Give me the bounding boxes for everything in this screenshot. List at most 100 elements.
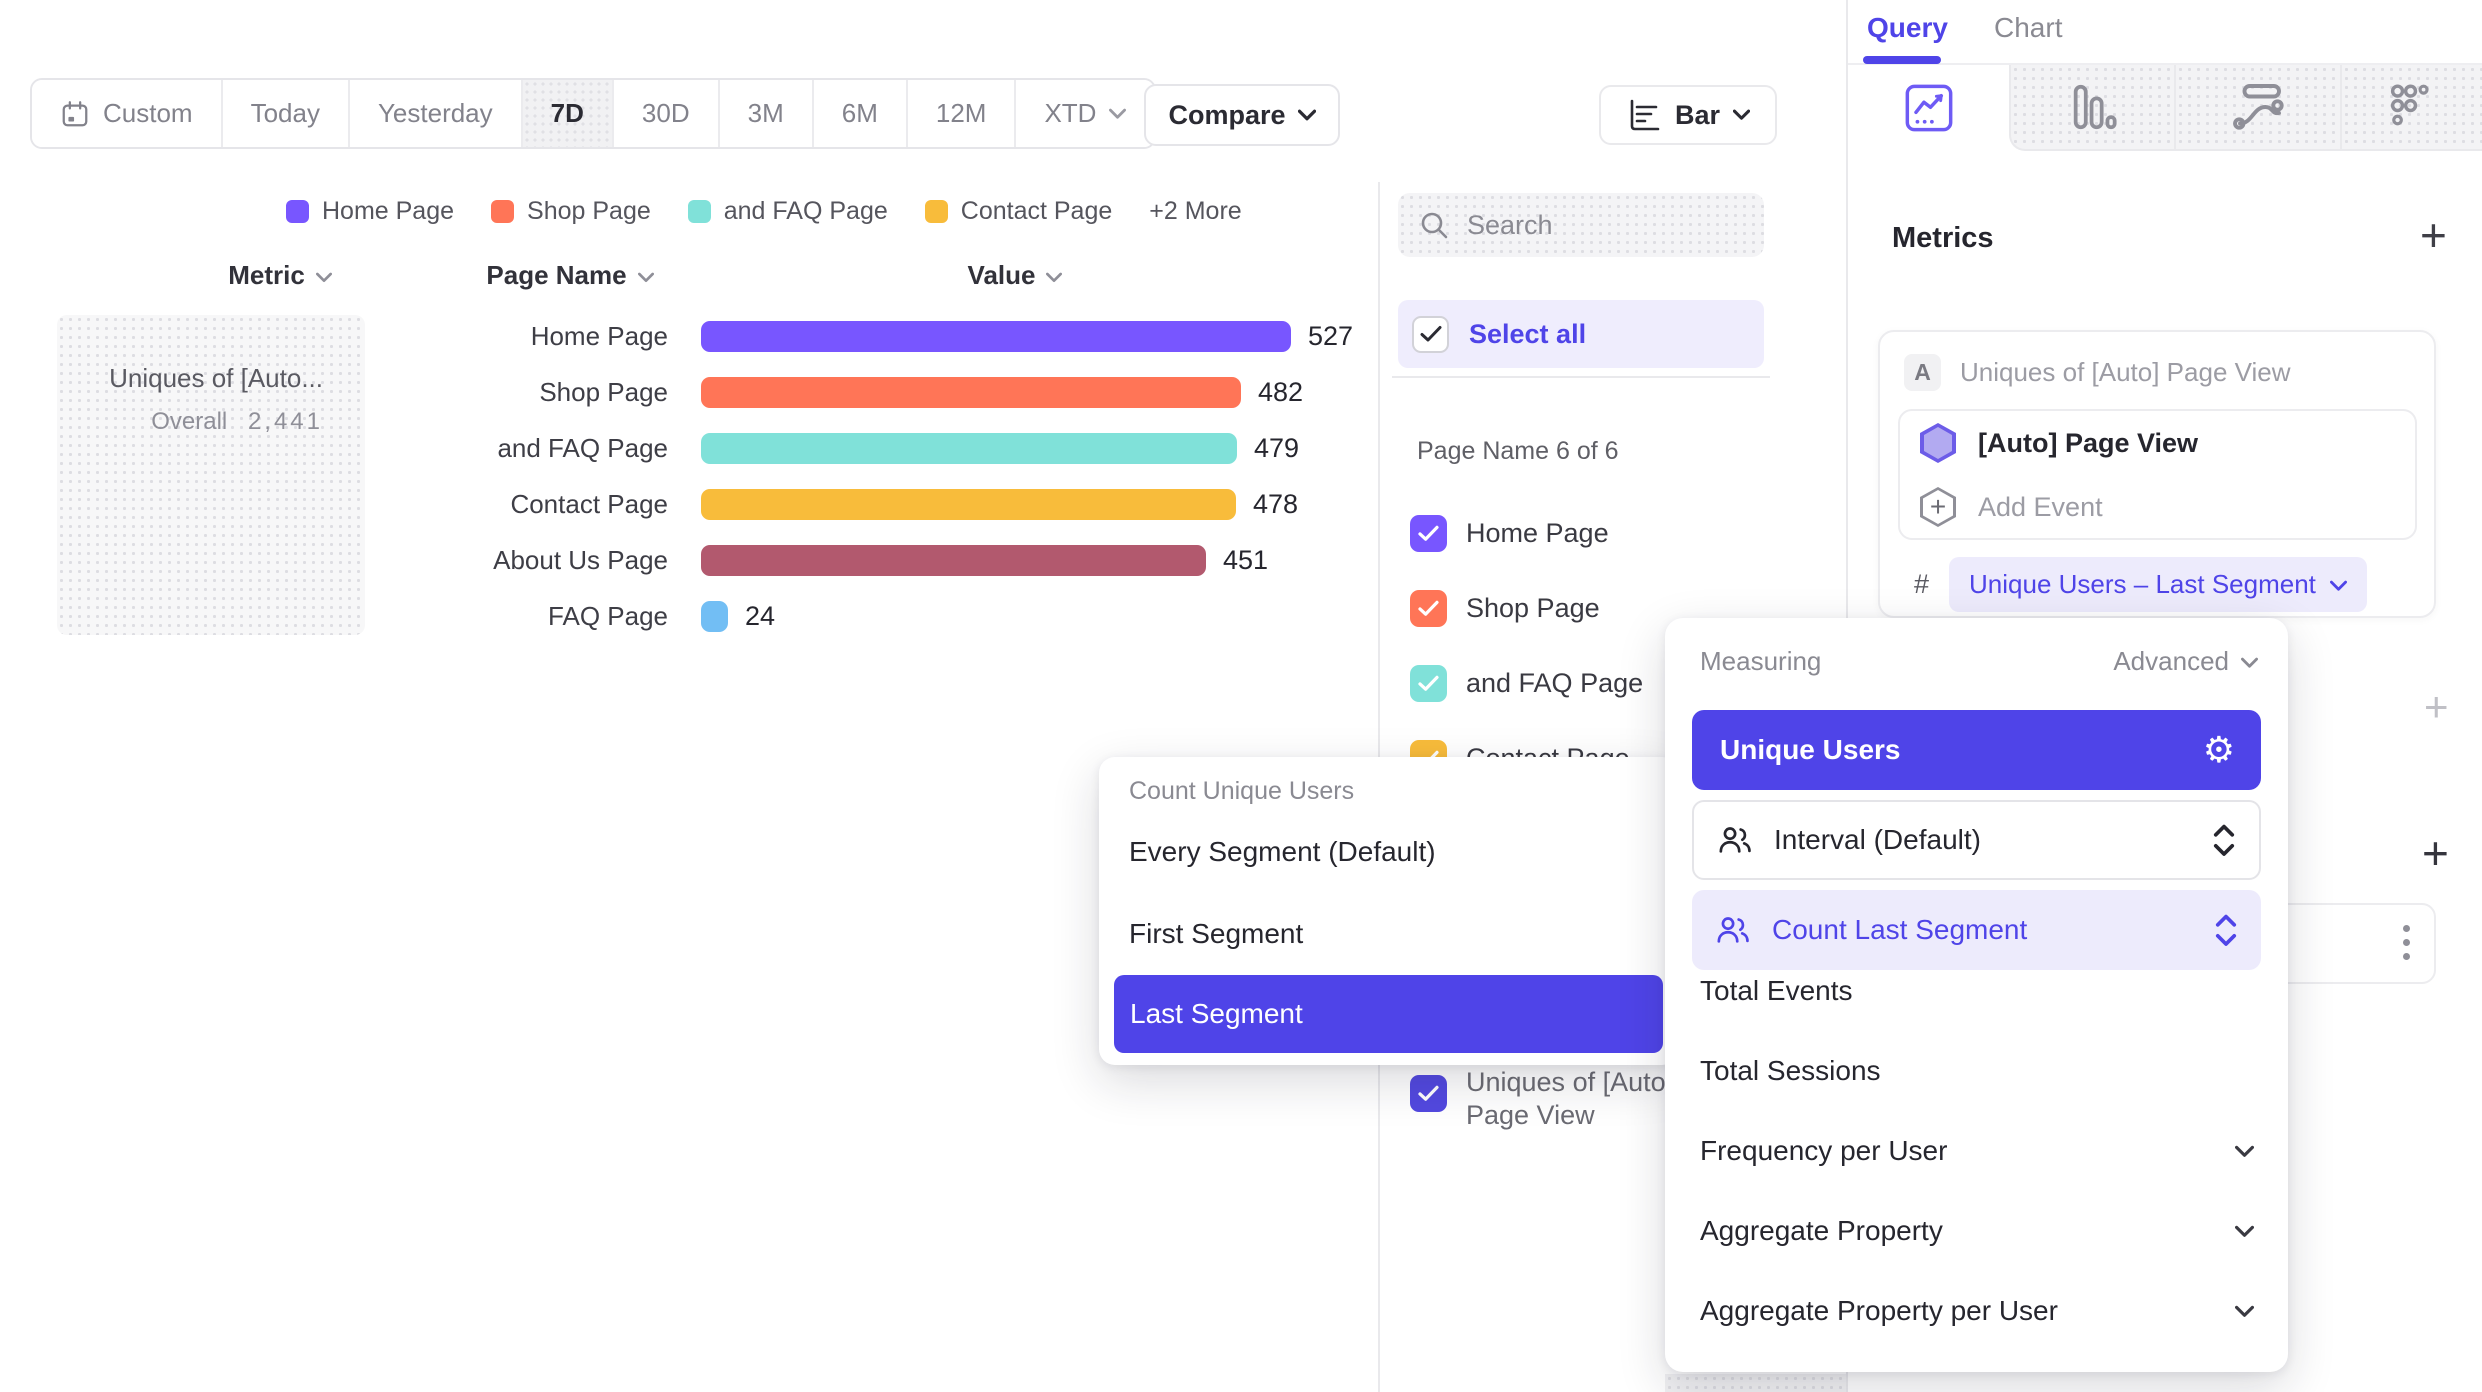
gear-icon[interactable]: ⚙ [2202,729,2235,770]
value-bar[interactable] [701,600,728,632]
metric-column-header[interactable]: Metric [170,260,390,291]
segment-checkbox[interactable] [1410,515,1447,552]
date-range-button[interactable]: Custom [32,80,223,147]
add-event-row[interactable]: + Add Event [1900,475,2415,539]
unique-users-label: Unique Users [1720,734,1901,765]
users-icon [1719,827,1751,853]
add-metric-button[interactable]: + [2420,209,2447,261]
measurement-pill[interactable]: Unique Users – Last Segment [1949,557,2367,612]
sidebar-footer-strip [1665,1374,1846,1392]
flows-icon [2233,84,2284,130]
row-value: 479 [1254,432,1300,463]
measuring-item-label: Aggregate Property [1700,1215,1943,1246]
legend-swatch [924,200,948,223]
segment-label: Shop Page [1466,593,1600,623]
interval-label: Interval (Default) [1774,824,1981,855]
check-icon [1418,675,1439,691]
count-menu-item[interactable]: Every Segment (Default) [1099,811,1678,893]
date-range-button[interactable]: 30D [613,80,720,147]
add-filter-button[interactable]: + [2424,683,2449,730]
metric-series-checkbox-row[interactable]: Uniques of [Auto] Page View [1410,1066,1736,1132]
value-bar[interactable] [701,488,1236,520]
select-all-checkbox[interactable] [1412,315,1449,353]
count-menu-item[interactable]: First Segment [1099,893,1678,975]
measure-unique-users-selected[interactable]: Unique Users ⚙ [1692,710,2261,790]
chevron-down-icon [637,272,654,283]
add-event-icon: + [1920,487,1956,527]
date-range-label: 7D [550,98,584,128]
stepper-icon[interactable] [2213,822,2235,859]
segment-checkbox-row[interactable]: and FAQ Page [1410,646,1648,721]
measuring-menu-item[interactable]: Total Events [1665,951,2288,1031]
date-range-label: Yesterday [377,98,493,128]
measuring-title: Measuring [1700,646,1822,676]
legend-label: Home Page [322,197,455,225]
event-row[interactable]: [Auto] Page View [1900,411,2415,475]
measuring-menu-item[interactable]: Frequency per User [1665,1111,2288,1191]
metric-series-checkbox[interactable] [1410,1075,1447,1112]
date-range-label: XTD [1044,98,1097,128]
value-header-label: Value [967,260,1036,290]
compare-label: Compare [1168,99,1286,130]
chart-type-button[interactable]: Bar [1599,85,1777,145]
value-bar[interactable] [701,376,1241,408]
interval-option[interactable]: Interval (Default) [1692,800,2261,880]
measuring-menu-item[interactable]: Total Sessions [1665,1031,2288,1111]
chevron-down-icon [1046,272,1063,283]
report-type-tabs [1848,65,2482,151]
overall-value: 2,441 [247,408,323,435]
value-bar[interactable] [701,320,1291,352]
value-bar[interactable] [701,432,1237,464]
count-last-segment-option[interactable]: Count Last Segment [1692,890,2261,970]
legend-swatch [687,200,711,223]
add-breakdown-button[interactable]: + [2422,827,2449,879]
date-range-button[interactable]: 7D [522,80,614,147]
tab-query[interactable]: Query [1867,12,1948,43]
tab-retention[interactable] [2340,65,2482,151]
measuring-menu-item[interactable]: Aggregate Property [1665,1191,2288,1271]
count-menu-item-label: Every Segment (Default) [1129,836,1436,867]
tab-flows[interactable] [2174,65,2340,151]
compare-button[interactable]: Compare [1144,84,1340,146]
count-menu-title: Count Unique Users [1129,776,1355,805]
value-column-header[interactable]: Value [900,260,1130,291]
legend-more-label[interactable]: +2 More [1149,197,1242,225]
select-all-row[interactable]: Select all [1398,300,1764,368]
segment-checkbox-row[interactable]: Shop Page [1410,571,1648,646]
search-box[interactable] [1398,193,1764,257]
count-menu-item[interactable]: Last Segment [1114,975,1663,1053]
date-range-button[interactable]: Today [222,80,350,147]
count-unique-users-menu: Count Unique Users Every Segment (Defaul… [1099,757,1678,1065]
tab-funnels[interactable] [2009,65,2174,151]
value-bar[interactable] [701,544,1206,576]
search-input[interactable] [1467,209,1744,241]
event-label: [Auto] Page View [1978,427,2199,458]
chevron-down-icon [1109,108,1127,119]
segment-checkbox[interactable] [1410,590,1447,627]
legend-item[interactable]: and FAQ Page [687,197,888,226]
hash-icon: # [1914,569,1930,599]
row-label: and FAQ Page [497,432,668,463]
date-range-button[interactable]: Yesterday [349,80,523,147]
segment-checkbox[interactable] [1410,665,1447,702]
metric-definition-title: Uniques of [Auto] Page View [1960,357,2291,387]
page-name-column-header[interactable]: Page Name [450,260,690,291]
more-options-icon[interactable] [2403,925,2410,960]
legend-item[interactable]: Contact Page [924,197,1112,226]
segment-checkbox-row[interactable]: Home Page [1410,496,1648,571]
date-range-button[interactable]: XTD [1016,80,1155,147]
count-menu-item-label: Last Segment [1130,998,1303,1029]
legend-item[interactable]: Home Page [286,197,454,226]
metric-definition-card[interactable]: A Uniques of [Auto] Page View [Auto] Pag… [1878,330,2436,618]
date-range-button[interactable]: 3M [719,80,814,147]
advanced-toggle[interactable]: Advanced [2113,646,2258,677]
tab-chart[interactable]: Chart [1994,12,2063,43]
tab-insights[interactable] [1848,65,2009,151]
measuring-menu-item[interactable]: Aggregate Property per User [1665,1271,2288,1351]
date-range-button[interactable]: 12M [907,80,1017,147]
panel-tabs: Query Chart [1848,0,2482,65]
legend-item[interactable]: Shop Page [491,197,651,226]
metric-summary-card[interactable]: Uniques of [Auto... Overall 2,441 [57,315,365,635]
date-range-button[interactable]: 6M [813,80,908,147]
stepper-icon[interactable] [2215,912,2237,949]
